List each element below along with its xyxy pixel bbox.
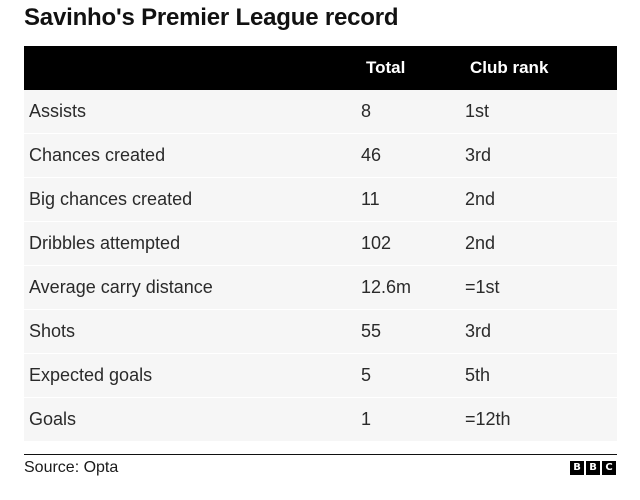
rank-cell: 3rd <box>465 321 492 341</box>
metric-cell: Big chances created <box>29 189 193 209</box>
rank-cell: =1st <box>465 277 500 297</box>
total-cell: 8 <box>361 101 372 121</box>
table-header: Total Club rank <box>24 46 617 90</box>
table-row: Dribbles attempted 102 2nd <box>24 222 617 266</box>
logo-letter-b1: B <box>570 461 584 475</box>
metric-cell: Dribbles attempted <box>29 233 181 253</box>
table-row: Average carry distance 12.6m =1st <box>24 266 617 310</box>
rank-cell: 2nd <box>465 233 496 253</box>
logo-letter-b2: B <box>586 461 600 475</box>
header-total: Total <box>366 58 406 77</box>
metric-cell: Shots <box>29 321 76 341</box>
chart-title: Savinho's Premier League record <box>24 4 399 31</box>
bbc-logo: B B C <box>570 461 616 475</box>
total-cell: 55 <box>361 321 382 341</box>
rank-cell: 2nd <box>465 189 496 209</box>
footer-divider <box>24 454 617 455</box>
total-cell: 102 <box>361 233 392 253</box>
table-row: Chances created 46 3rd <box>24 134 617 178</box>
total-cell: 12.6m <box>361 277 412 297</box>
rank-cell: 5th <box>465 365 491 385</box>
metric-cell: Chances created <box>29 145 166 165</box>
table-row: Assists 8 1st <box>24 90 617 134</box>
rank-cell: 3rd <box>465 145 492 165</box>
metric-cell: Expected goals <box>29 365 153 385</box>
table-row: Expected goals 5 5th <box>24 354 617 398</box>
total-cell: 46 <box>361 145 382 165</box>
table-row: Goals 1 =12th <box>24 398 617 442</box>
stats-table: Total Club rank Assists 8 1st Chances cr… <box>24 46 617 442</box>
metric-cell: Goals <box>29 409 77 429</box>
table-row: Big chances created 11 2nd <box>24 178 617 222</box>
source-note: Source: Opta <box>24 459 119 476</box>
metric-cell: Average carry distance <box>29 277 213 297</box>
total-cell: 5 <box>361 365 372 385</box>
header-club-rank: Club rank <box>470 58 549 77</box>
metric-cell: Assists <box>29 101 87 121</box>
total-cell: 11 <box>361 189 380 209</box>
logo-letter-c: C <box>602 461 616 475</box>
total-cell: 1 <box>361 409 372 429</box>
table-row: Shots 55 3rd <box>24 310 617 354</box>
rank-cell: =12th <box>465 409 511 429</box>
rank-cell: 1st <box>465 101 490 121</box>
